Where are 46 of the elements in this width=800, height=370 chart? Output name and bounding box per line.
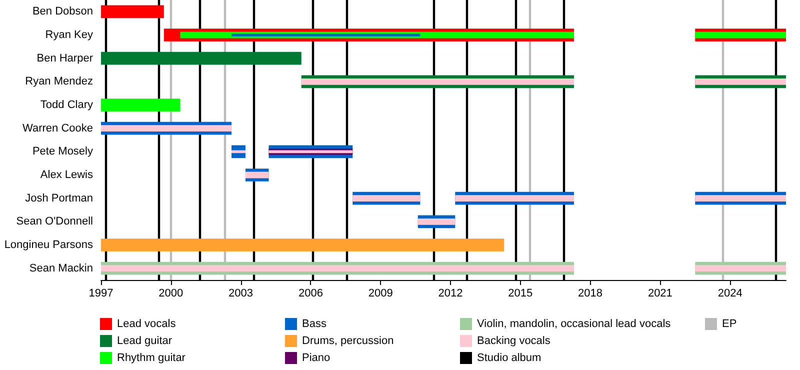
y-tick-label: Ben Dobson: [32, 6, 93, 18]
y-tick-label: Todd Clary: [40, 99, 94, 111]
bar: [101, 52, 302, 65]
x-tick-label: 2012: [438, 288, 463, 300]
bar: [695, 78, 786, 85]
bar: [245, 172, 269, 178]
legend-label: Rhythm guitar: [117, 352, 186, 364]
x-tick-label: 2003: [228, 288, 254, 300]
x-tick-label: 2018: [578, 288, 603, 300]
bar: [101, 125, 232, 132]
y-tick-label: Ben Harper: [36, 52, 94, 64]
bar: [695, 32, 786, 38]
legend-label: Violin, mandolin, occasional lead vocals: [477, 318, 672, 330]
legend-label: Drums, percussion: [302, 335, 394, 347]
bar: [101, 265, 574, 272]
y-tick-label: Warren Cooke: [22, 122, 93, 134]
y-tick-label: Josh Portman: [25, 192, 93, 204]
x-tick-label: 1997: [88, 288, 114, 300]
bar: [352, 195, 420, 202]
legend-label: Bass: [302, 318, 327, 330]
y-tick-label: Sean Mackin: [29, 262, 93, 274]
bar: [455, 195, 574, 202]
y-tick-label: Ryan Key: [45, 29, 94, 41]
x-tick-label: 2015: [508, 288, 533, 300]
legend-label: Backing vocals: [477, 335, 551, 347]
bar: [695, 195, 786, 202]
bar: [695, 265, 786, 272]
legend-label: Studio album: [477, 352, 542, 364]
y-tick-label: Longineu Parsons: [4, 239, 94, 251]
y-tick-label: Sean O'Donnell: [16, 216, 93, 228]
bar: [101, 5, 164, 18]
legend-label: Piano: [302, 352, 330, 364]
legend-label: Lead vocals: [117, 318, 176, 330]
y-tick-label: Pete Mosely: [32, 146, 94, 158]
y-tick-label: Alex Lewis: [40, 169, 94, 181]
x-tick-label: 2024: [718, 288, 742, 300]
x-tick-label: 2000: [158, 288, 184, 300]
x-tick-label: 2006: [298, 288, 323, 300]
legend-label: EP: [722, 318, 737, 330]
bar: [418, 218, 456, 225]
x-tick-label: 2009: [368, 288, 393, 300]
y-tick-label: Ryan Mendez: [25, 76, 93, 88]
x-tick-label: 2021: [648, 288, 672, 300]
bar: [301, 78, 574, 85]
bar: [101, 238, 504, 252]
legend-label: Lead guitar: [117, 335, 172, 347]
